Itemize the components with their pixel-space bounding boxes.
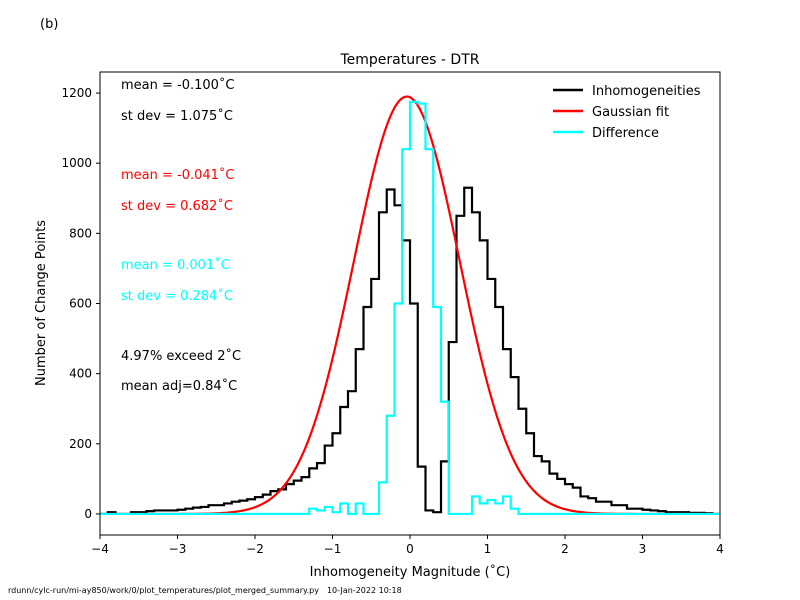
stat-annotation: mean = 0.001˚C <box>121 257 230 273</box>
y-axis: 0 200 400 600 800 1000 1200 <box>61 86 100 521</box>
y-axis-label: Number of Change Points <box>34 220 49 386</box>
plot-area <box>100 95 720 516</box>
stat-annotation: 4.97% exceed 2˚C <box>121 348 241 364</box>
stats-annotations: mean = -0.100˚C st dev = 1.075˚C mean = -0… <box>121 77 241 394</box>
x-axis: −4 −3 −2 −1 0 1 2 3 4 <box>91 535 724 556</box>
x-tick-label: 2 <box>561 542 569 556</box>
stat-annotation: mean = -0.041˚C <box>121 167 235 183</box>
stat-annotation: st dev = 0.682˚C <box>121 198 233 214</box>
legend-label: Difference <box>592 126 659 141</box>
y-tick-label: 400 <box>69 367 92 381</box>
panel-label: (b) <box>40 17 59 32</box>
stat-annotation: st dev = 0.284˚C <box>121 288 233 304</box>
y-tick-label: 200 <box>69 437 92 451</box>
chart-title: Temperatures - DTR <box>340 52 480 68</box>
legend-label: Gaussian fit <box>592 105 669 120</box>
x-axis-label: Inhomogeneity Magnitude (˚C) <box>310 564 511 580</box>
x-tick-label: −3 <box>169 542 187 556</box>
x-tick-label: −4 <box>91 542 109 556</box>
series-gaussian-fit <box>100 95 720 516</box>
y-tick-label: 800 <box>69 226 92 240</box>
legend: Inhomogeneities Gaussian fit Difference <box>553 84 701 141</box>
x-tick-label: 0 <box>406 542 414 556</box>
y-tick-label: 1000 <box>61 156 92 170</box>
y-tick-label: 0 <box>84 507 92 521</box>
y-tick-label: 600 <box>69 297 92 311</box>
footer-source: rdunn/cylc-run/mi-ay850/work/0/plot_temp… <box>8 586 402 595</box>
stat-annotation: st dev = 1.075˚C <box>121 108 233 124</box>
x-tick-label: −2 <box>246 542 264 556</box>
x-tick-label: 4 <box>716 542 724 556</box>
legend-label: Inhomogeneities <box>592 84 701 99</box>
x-tick-label: 3 <box>639 542 647 556</box>
x-tick-label: 1 <box>484 542 492 556</box>
series-difference <box>100 100 720 516</box>
footer-date-text: 10-Jan-2022 10:18 <box>326 586 402 595</box>
y-tick-label: 1200 <box>61 86 92 100</box>
series-inhomogeneities <box>100 186 720 516</box>
stat-annotation: mean adj=0.84˚C <box>121 378 237 394</box>
footer-path-text: rdunn/cylc-run/mi-ay850/work/0/plot_temp… <box>8 586 319 595</box>
stat-annotation: mean = -0.100˚C <box>121 77 235 93</box>
x-tick-label: −1 <box>324 542 342 556</box>
